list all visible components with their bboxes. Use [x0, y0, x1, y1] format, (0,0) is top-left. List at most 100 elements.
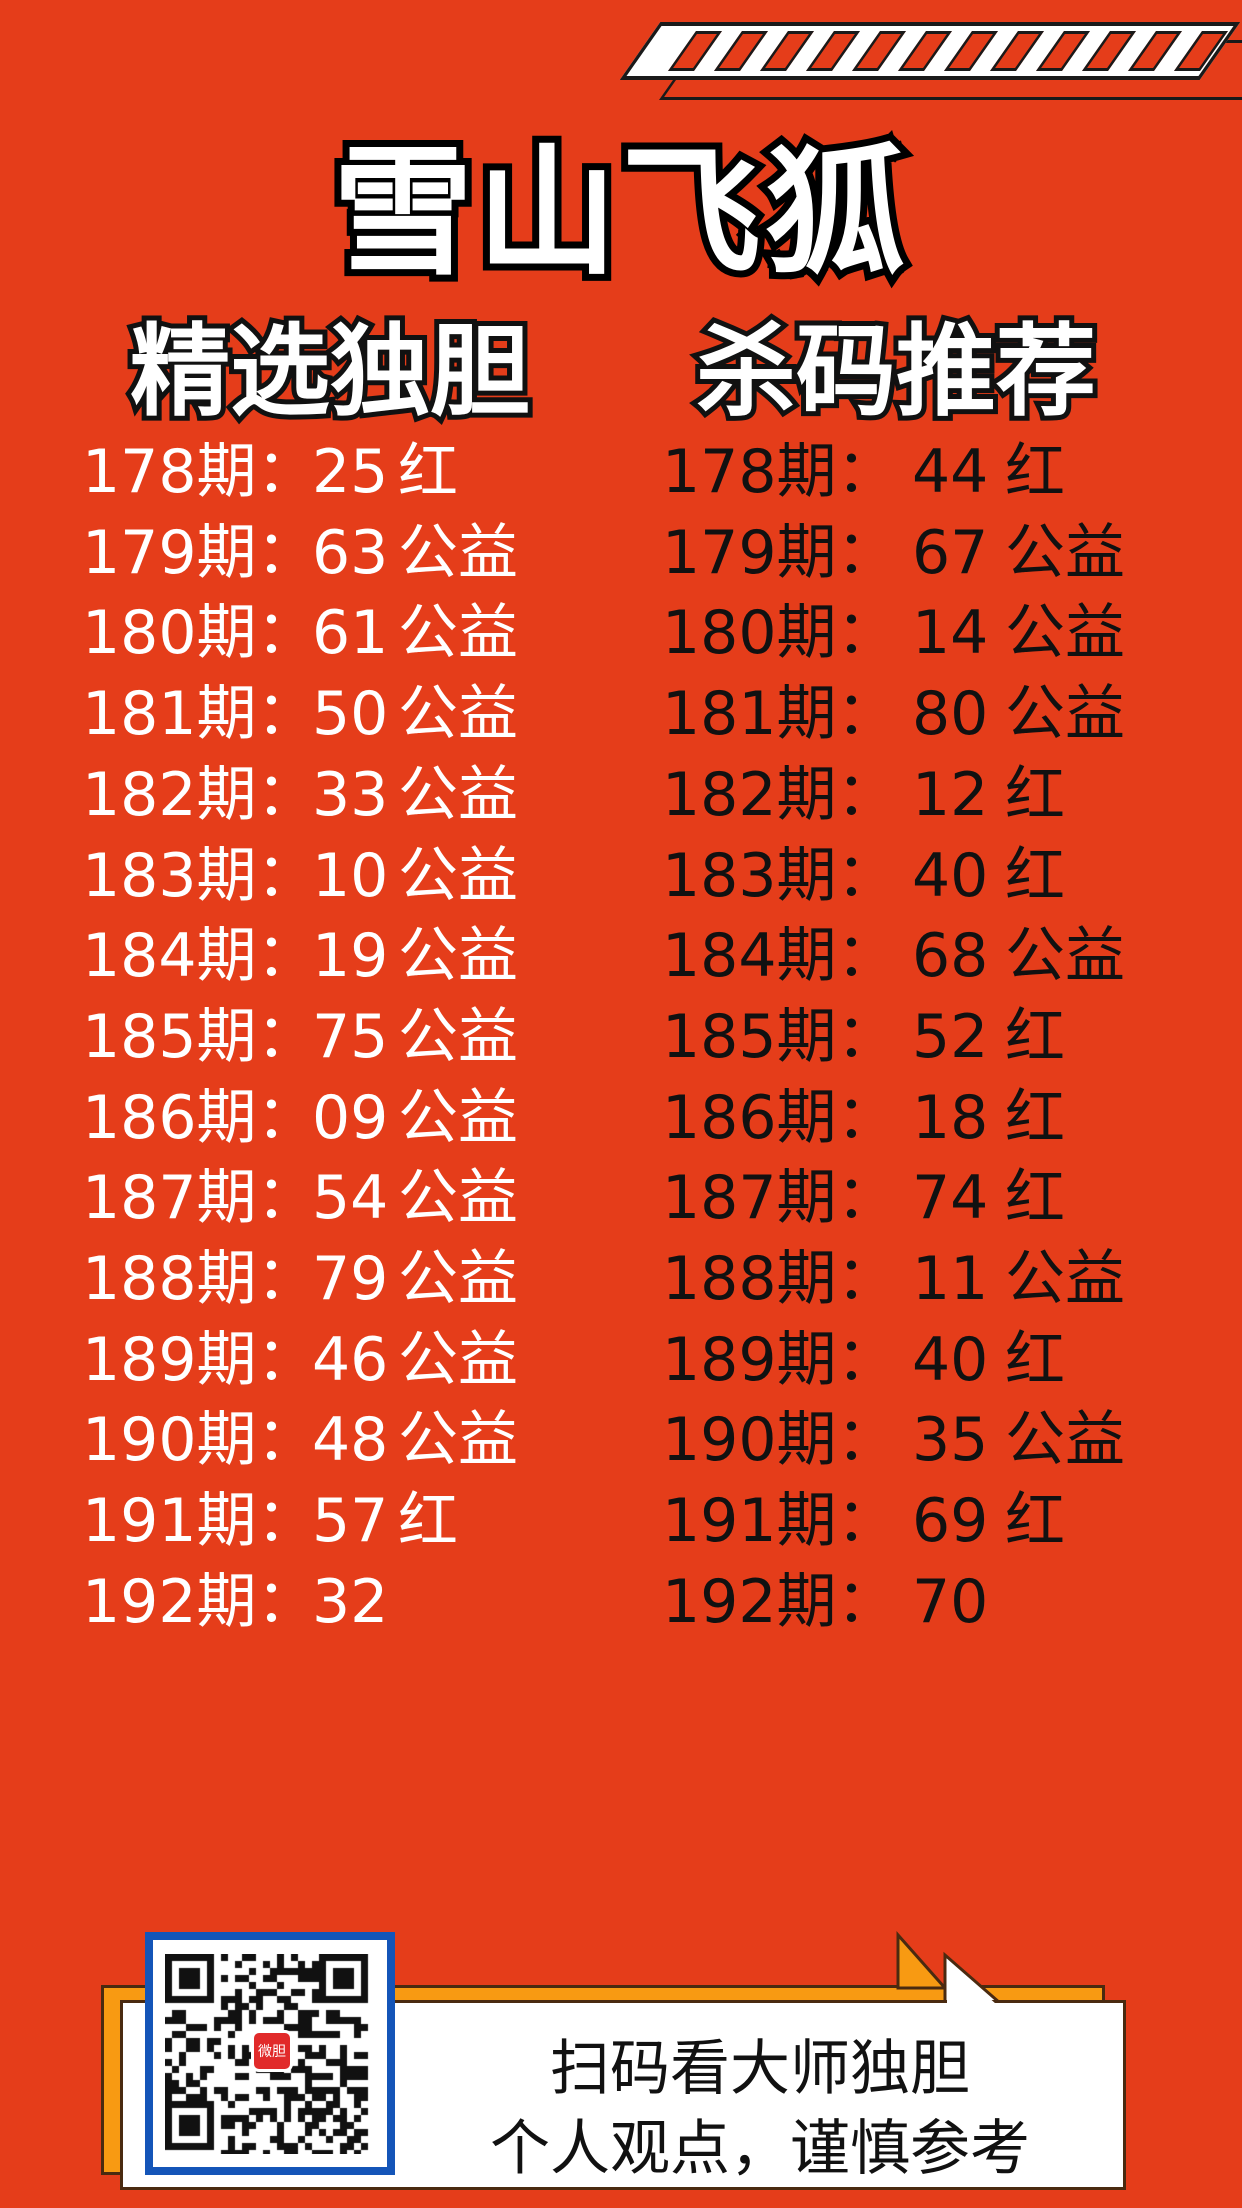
row-number: 75: [312, 1001, 389, 1072]
row-number: 32: [312, 1566, 389, 1637]
row-period: 181期：: [82, 679, 317, 750]
banner-stripe: [619, 22, 1241, 80]
row-result: 红: [1005, 1163, 1065, 1234]
row-number: 25: [312, 437, 389, 507]
row-result: 公益: [1005, 679, 1125, 750]
stripe-bar: [1035, 31, 1091, 71]
row-period: 187期：: [662, 1163, 897, 1234]
footer-line-2: 个人观点，谨慎参考: [490, 2114, 1030, 2184]
row-number: 40: [912, 840, 989, 911]
stripe-bar: [713, 31, 769, 71]
row-period: 183期：: [82, 840, 317, 911]
row-period: 186期：: [662, 1082, 897, 1153]
row-number: 80: [912, 679, 989, 750]
qr-logo: 微胆: [251, 2030, 293, 2072]
row-result: 公益: [398, 759, 518, 830]
row-result: 公益: [398, 1082, 518, 1153]
row-number: 12: [912, 759, 989, 830]
row-number: 09: [312, 1082, 389, 1153]
row-period: 183期：: [662, 840, 897, 911]
row-period: 179期：: [662, 517, 897, 588]
row-period: 192期：: [662, 1566, 897, 1637]
row-number: 19: [312, 921, 389, 992]
qr-code[interactable]: 微胆: [145, 1932, 395, 2175]
row-number: 74: [912, 1163, 989, 1234]
row-number: 11: [912, 1244, 989, 1314]
row-period: 186期：: [82, 1082, 317, 1153]
stripe-bar: [667, 31, 723, 71]
row-result: 公益: [398, 517, 518, 588]
row-number: 35: [912, 1405, 989, 1476]
row-period: 187期：: [82, 1163, 317, 1234]
row-period: 188期：: [662, 1244, 897, 1314]
row-number: 14: [912, 598, 989, 669]
row-result: 红: [1005, 1082, 1065, 1153]
stripe-bar: [759, 31, 815, 71]
row-number: 69: [912, 1486, 989, 1557]
row-number: 54: [312, 1163, 389, 1234]
stripe-bar: [1081, 31, 1137, 71]
row-number: 48: [312, 1405, 389, 1476]
row-result: 红: [398, 437, 458, 507]
row-period: 178期：: [82, 437, 317, 507]
row-period: 182期：: [662, 759, 897, 830]
row-number: 68: [912, 921, 989, 992]
row-period: 180期：: [662, 598, 897, 669]
stripe-bar: [943, 31, 999, 71]
row-period: 188期：: [82, 1244, 317, 1314]
row-number: 10: [312, 840, 389, 911]
row-result: 红: [398, 1486, 458, 1557]
row-result: 公益: [398, 598, 518, 669]
row-result: 公益: [398, 921, 518, 992]
row-result: 红: [1005, 1324, 1065, 1395]
row-number: 18: [912, 1082, 989, 1153]
stripe-bar: [897, 31, 953, 71]
stripe-bar: [1127, 31, 1183, 71]
row-number: 46: [312, 1324, 389, 1395]
row-number: 50: [312, 679, 389, 750]
row-result: 公益: [398, 1163, 518, 1234]
row-period: 184期：: [82, 921, 317, 992]
row-period: 191期：: [82, 1486, 317, 1557]
row-period: 189期：: [82, 1324, 317, 1395]
row-result: 公益: [1005, 921, 1125, 992]
row-result: 公益: [1005, 1244, 1125, 1314]
row-result: 公益: [398, 679, 518, 750]
stripe-bar: [805, 31, 861, 71]
left-heading: 精选独胆: [125, 308, 535, 435]
row-period: 184期：: [662, 921, 897, 992]
row-result: 公益: [1005, 1405, 1125, 1476]
row-result: 公益: [398, 1324, 518, 1395]
row-result: 公益: [398, 1244, 518, 1314]
row-number: 63: [312, 517, 389, 588]
stripe-bar: [989, 31, 1045, 71]
row-result: 公益: [398, 1001, 518, 1072]
row-number: 57: [312, 1486, 389, 1557]
row-result: 公益: [398, 1405, 518, 1476]
row-period: 190期：: [82, 1405, 317, 1476]
row-period: 190期：: [662, 1405, 897, 1476]
row-period: 180期：: [82, 598, 317, 669]
row-period: 185期：: [82, 1001, 317, 1072]
row-result: 红: [1005, 759, 1065, 830]
row-number: 33: [312, 759, 389, 830]
row-result: 红: [1005, 840, 1065, 911]
row-period: 189期：: [662, 1324, 897, 1395]
stripe-bar: [851, 31, 907, 71]
row-period: 179期：: [82, 517, 317, 588]
right-heading: 杀码推荐: [691, 308, 1101, 435]
row-number: 70: [912, 1566, 989, 1637]
row-period: 192期：: [82, 1566, 317, 1637]
row-period: 182期：: [82, 759, 317, 830]
row-result: 红: [1005, 437, 1065, 507]
row-result: 红: [1005, 1001, 1065, 1072]
footer-line-1: 扫码看大师独胆: [550, 2034, 970, 2104]
page-title: 雪山飞狐: [326, 125, 912, 302]
row-period: 181期：: [662, 679, 897, 750]
row-result: 公益: [398, 840, 518, 911]
row-result: 红: [1005, 1486, 1065, 1557]
row-result: 公益: [1005, 598, 1125, 669]
row-number: 40: [912, 1324, 989, 1395]
row-number: 67: [912, 517, 989, 588]
row-result: 公益: [1005, 517, 1125, 588]
